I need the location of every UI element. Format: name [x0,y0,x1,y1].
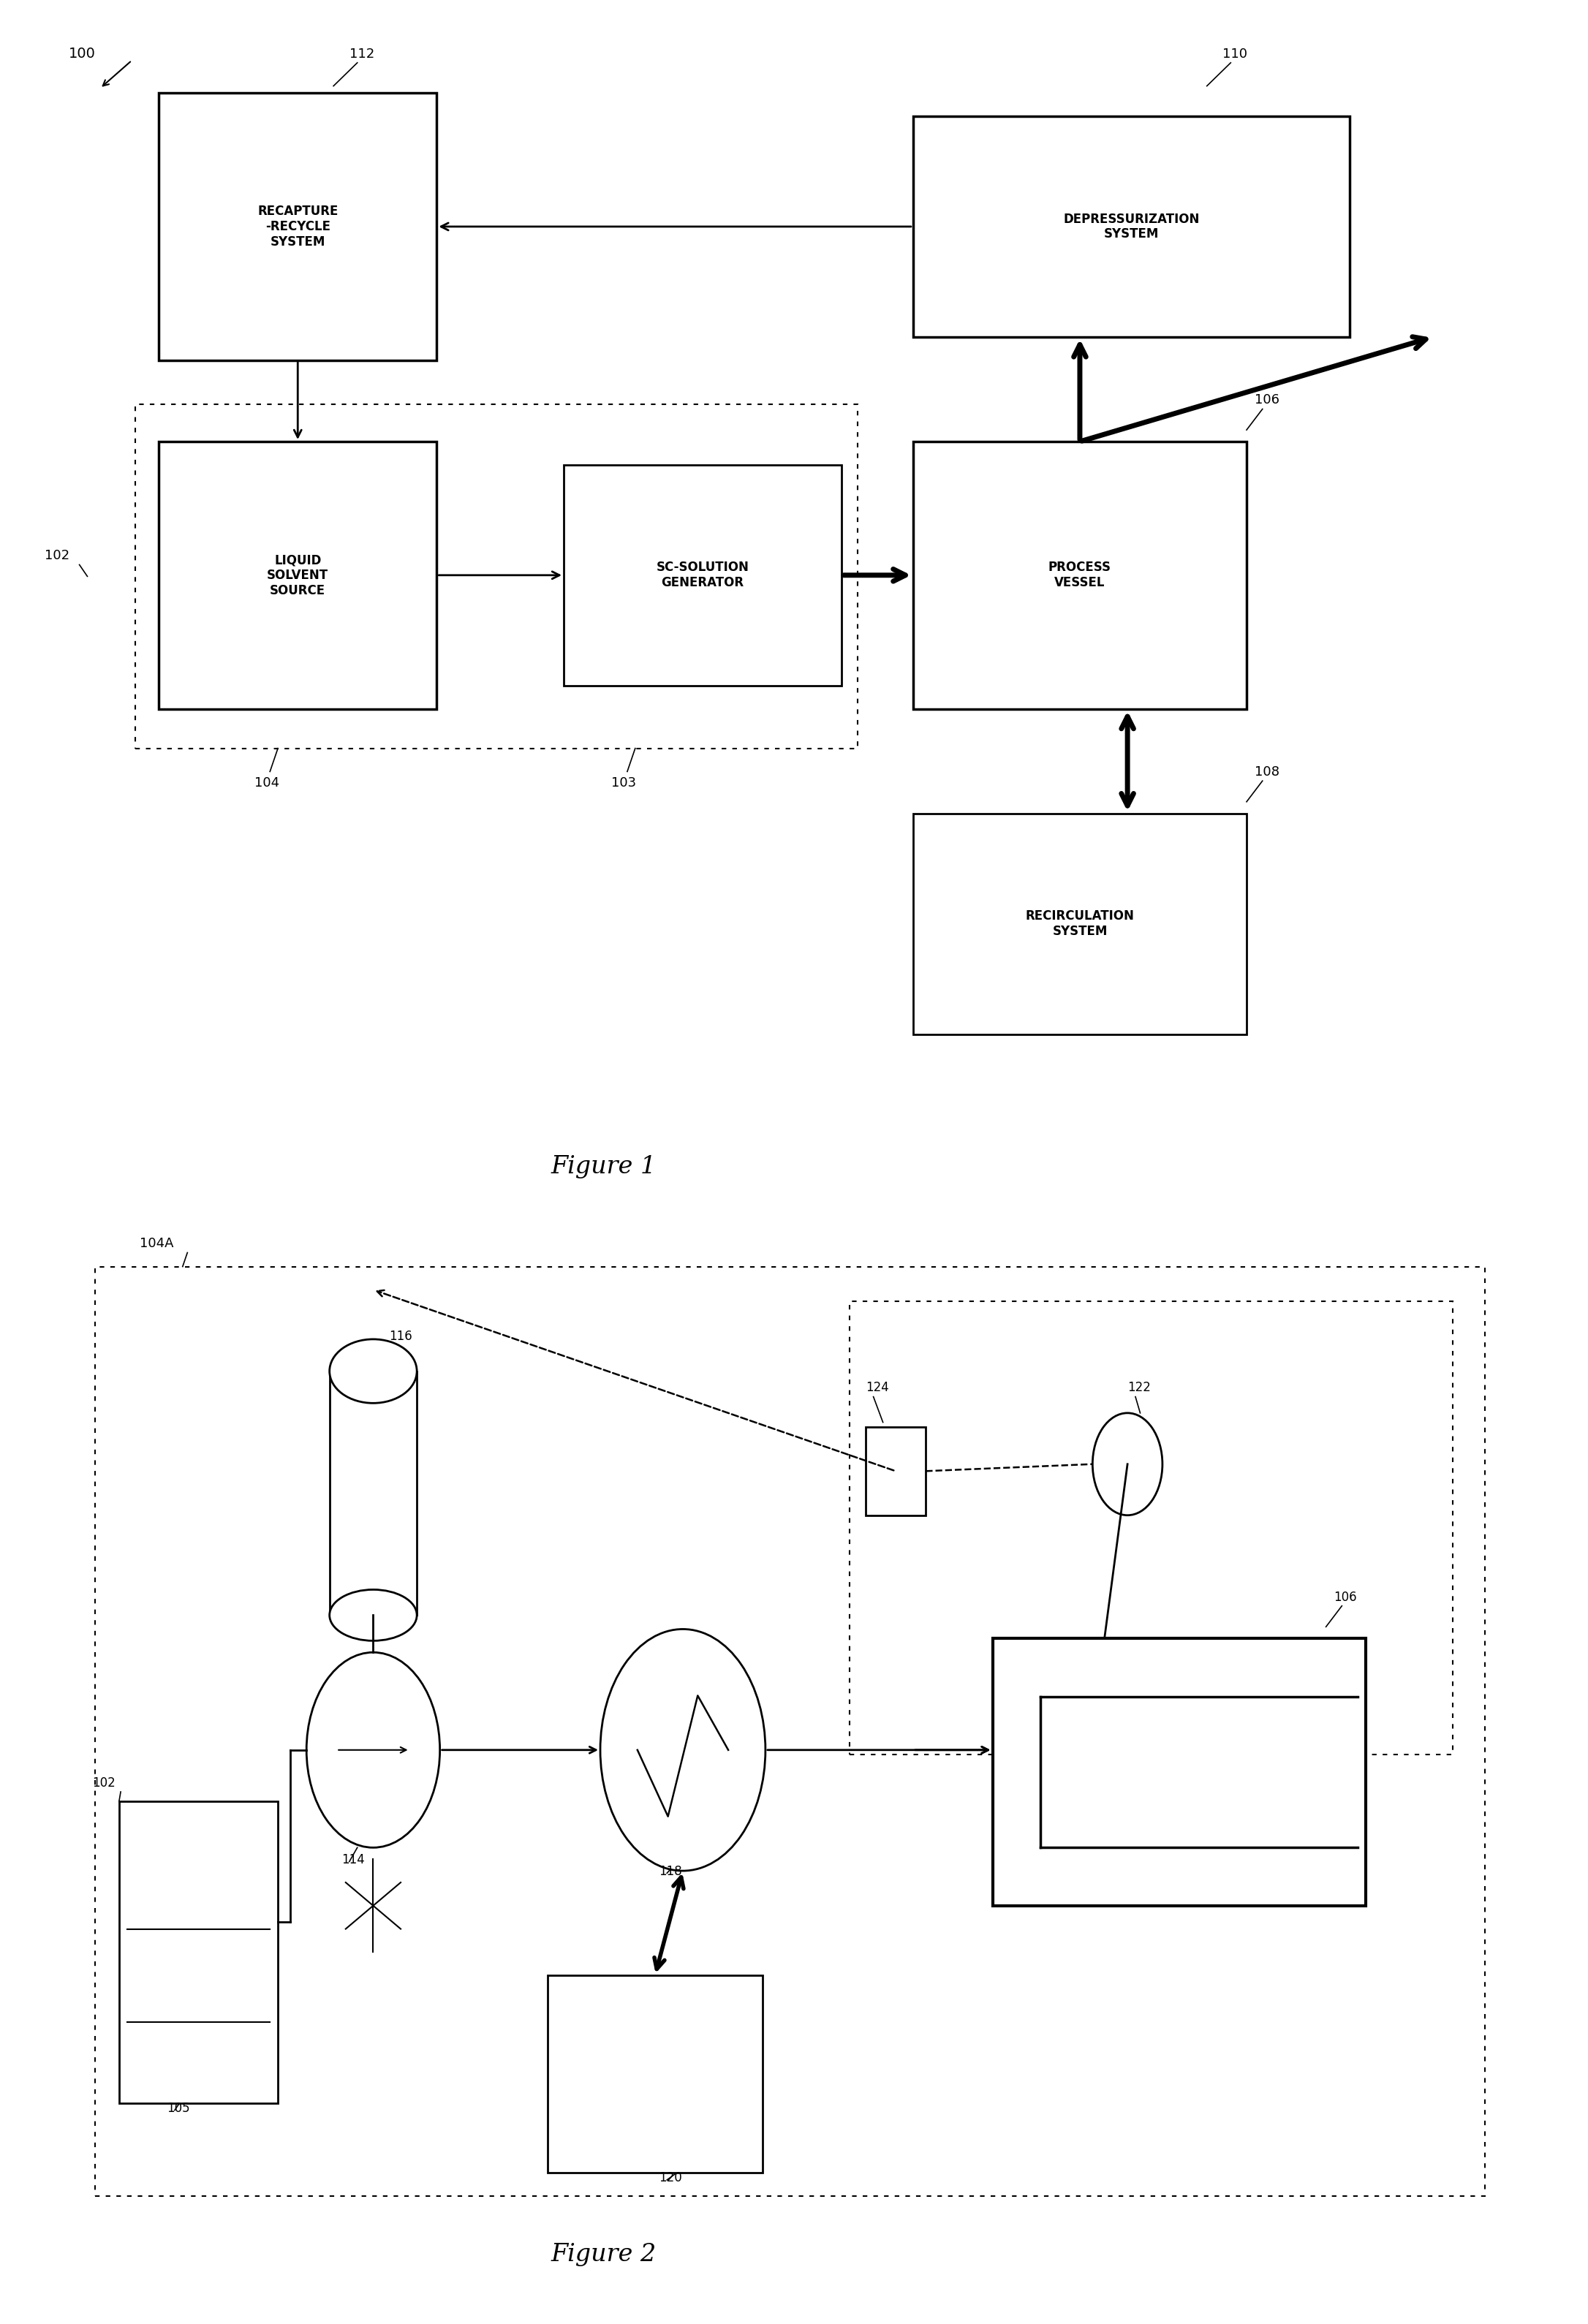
Bar [865,1427,926,1515]
Circle shape [1093,1413,1162,1515]
Text: 108: 108 [1255,765,1280,779]
Bar [548,1975,762,2173]
Text: RECAPTURE
-RECYCLE
SYSTEM: RECAPTURE -RECYCLE SYSTEM [257,205,338,249]
Bar [564,465,842,686]
Ellipse shape [330,1339,416,1404]
Text: 116: 116 [389,1329,413,1343]
Bar [850,1301,1453,1755]
Text: SC-SOLUTION
GENERATOR: SC-SOLUTION GENERATOR [656,560,750,590]
Text: 122: 122 [1127,1380,1151,1394]
Text: 112: 112 [349,46,375,60]
Bar [992,1638,1366,1906]
Text: 102: 102 [44,548,70,562]
Bar [119,1801,278,2103]
Text: 118: 118 [659,1864,683,1878]
Text: Figure 2: Figure 2 [551,2243,656,2266]
Text: Figure 1: Figure 1 [551,1155,656,1178]
Text: 100: 100 [68,46,95,60]
Bar [1040,1697,1318,1848]
Bar [913,442,1247,709]
Text: DEPRESSURIZATION
SYSTEM: DEPRESSURIZATION SYSTEM [1064,211,1199,242]
Text: 110: 110 [1223,46,1248,60]
Text: 103: 103 [611,776,637,790]
Circle shape [600,1629,765,1871]
Text: 106: 106 [1255,393,1280,407]
Bar [159,93,437,360]
Text: PROCESS
VESSEL: PROCESS VESSEL [1048,560,1112,590]
Circle shape [306,1652,440,1848]
Bar [330,1371,418,1615]
Text: 120: 120 [659,2171,683,2185]
Ellipse shape [330,1590,416,1641]
Bar [135,404,858,748]
Text: 114: 114 [341,1852,365,1866]
Text: LIQUID
SOLVENT
SOURCE: LIQUID SOLVENT SOURCE [267,553,329,597]
Bar [913,813,1247,1034]
Bar [159,442,437,709]
Bar [913,116,1350,337]
Text: RECIRCULATION
SYSTEM: RECIRCULATION SYSTEM [1026,909,1134,939]
Text: 105: 105 [167,2101,191,2115]
Text: 124: 124 [865,1380,889,1394]
Text: 102: 102 [92,1776,116,1789]
Text: 104: 104 [254,776,279,790]
Bar [95,1267,1485,2196]
Text: 106: 106 [1334,1590,1358,1604]
Text: 104A: 104A [140,1236,173,1250]
